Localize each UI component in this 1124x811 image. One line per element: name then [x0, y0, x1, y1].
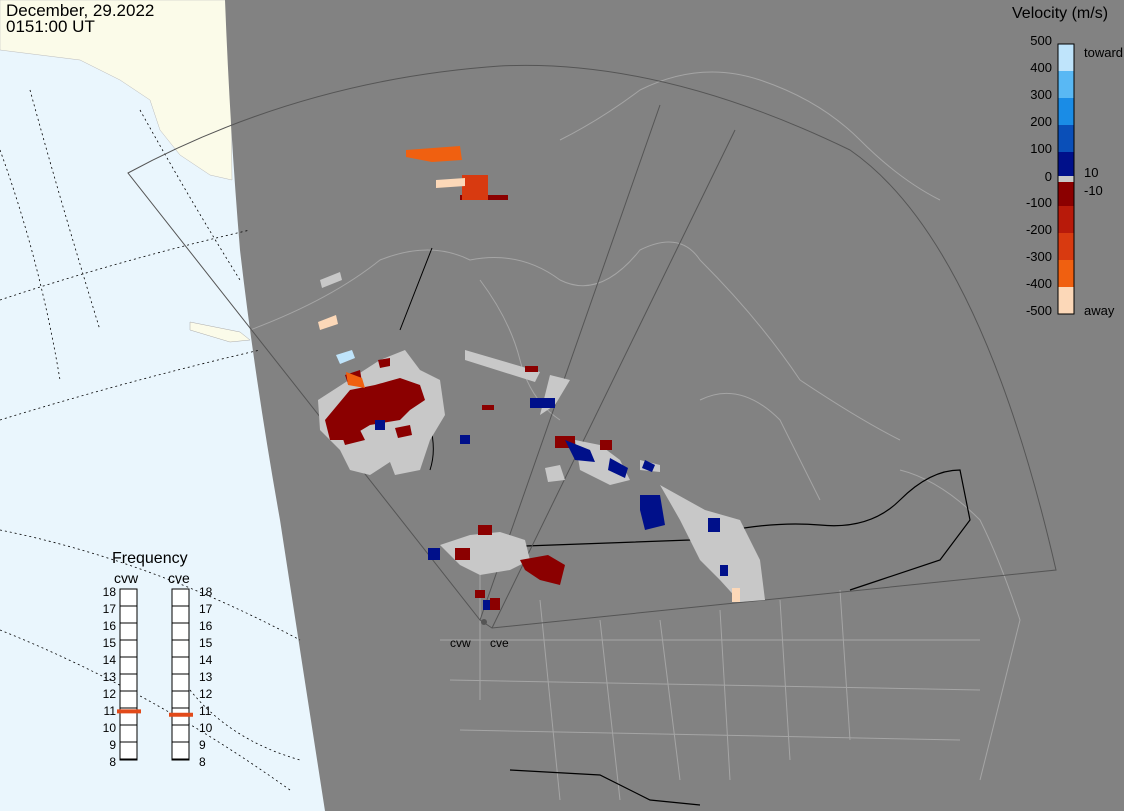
alaska-landmass — [0, 0, 233, 181]
freq-tick-cve: 15 — [199, 636, 213, 650]
freq-tick-cvw: 13 — [102, 670, 116, 684]
freq-tick-cve: 14 — [199, 653, 213, 667]
freq-tick-cvw: 14 — [102, 653, 116, 667]
alaska-border — [399, 247, 433, 331]
freq-tick-cve: 11 — [199, 704, 212, 718]
velocity-colorbar — [1057, 43, 1075, 315]
freq-tick-cvw: 10 — [102, 721, 116, 735]
colorbar-tick: 100 — [1030, 141, 1052, 156]
frequency-title: Frequency — [112, 550, 188, 567]
freq-tick-cvw: 9 — [109, 738, 116, 752]
toward-label: toward — [1084, 45, 1124, 60]
freq-tick-cve: 8 — [199, 755, 206, 769]
freq-tick-cve: 18 — [199, 585, 213, 599]
freq-tick-cve: 10 — [199, 721, 213, 735]
freq-tick-cvw: 18 — [102, 585, 116, 599]
colorbar-tick: -500 — [1025, 303, 1052, 318]
time-label: 0151:00 UT — [6, 17, 95, 36]
colorbar-tick: 200 — [1030, 114, 1052, 129]
colorbar-tick: 300 — [1030, 87, 1052, 102]
freq-radar-cvw: cvw — [114, 570, 139, 586]
colorbar-tick: -300 — [1025, 249, 1052, 264]
boundaries — [249, 71, 1021, 801]
radar-site-marker — [481, 619, 487, 625]
away-label: away — [1084, 303, 1115, 318]
freq-tick-cvw: 17 — [102, 602, 116, 616]
freq-radar-cve: cve — [168, 570, 190, 586]
colorbar-tick: -10 — [1084, 183, 1103, 198]
freq-tick-cve: 13 — [199, 670, 213, 684]
radar-fov — [127, 64, 1057, 629]
frequency-gauges — [117, 588, 193, 761]
colorbar-title: Velocity (m/s) — [1012, 5, 1109, 22]
land-region — [225, 0, 1124, 811]
freq-tick-cve: 12 — [199, 687, 213, 701]
freq-tick-cvw: 11 — [103, 704, 116, 718]
freq-tick-cvw: 12 — [102, 687, 116, 701]
us-canada-border — [469, 469, 971, 591]
freq-tick-cve: 16 — [199, 619, 213, 633]
colorbar-tick: -100 — [1025, 195, 1052, 210]
graticule — [0, 89, 301, 791]
colorbar-tick: -200 — [1025, 222, 1052, 237]
aleutian-strip — [189, 321, 251, 343]
freq-tick-cve: 9 — [199, 738, 206, 752]
date-label: December, 29.2022 — [6, 1, 155, 20]
colorbar-tick: 400 — [1030, 60, 1052, 75]
radar-label-cve: cve — [490, 636, 509, 650]
freq-tick-cve: 17 — [199, 602, 213, 616]
radar-label-cvw: cvw — [450, 636, 471, 650]
colorbar-tick: 500 — [1030, 33, 1052, 48]
velocity-toward-low — [375, 398, 728, 610]
freq-tick-cvw: 16 — [102, 619, 116, 633]
colorbar-tick: -400 — [1025, 276, 1052, 291]
freq-tick-cvw: 15 — [102, 636, 116, 650]
colorbar-tick: 10 — [1084, 165, 1099, 180]
us-mexico-border — [509, 769, 701, 806]
freq-tick-cvw: 8 — [109, 755, 116, 769]
velocity-away-high — [346, 146, 488, 388]
colorbar-tick: 0 — [1044, 169, 1052, 184]
velocity-extreme — [318, 315, 740, 602]
